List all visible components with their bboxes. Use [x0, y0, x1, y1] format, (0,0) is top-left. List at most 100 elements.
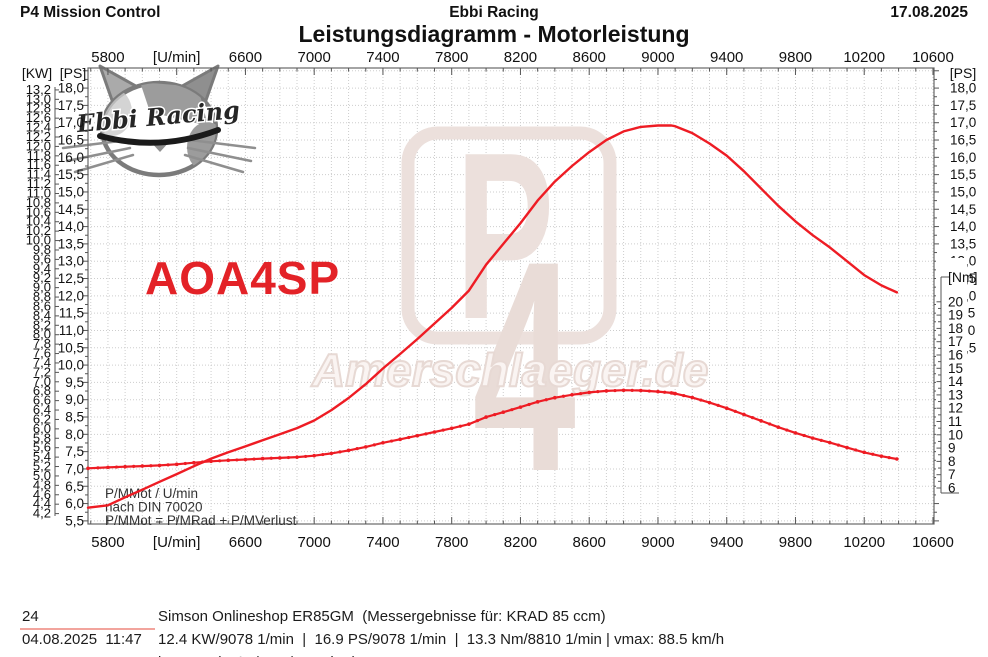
axis-label: 10,2	[26, 223, 51, 238]
axis-label: [U/min]	[153, 534, 201, 551]
watermark-letter-4: 4	[472, 198, 575, 533]
axis-label: 10200	[843, 534, 885, 551]
axis-label: 7,5	[65, 444, 84, 459]
axis-label: 12,6	[26, 110, 51, 125]
axis-label: 9,4	[33, 261, 51, 276]
axis-label: 6,2	[33, 411, 51, 426]
axis-label: 15,0	[58, 184, 84, 199]
axis-label: 9800	[779, 49, 812, 66]
axis-label: 20	[948, 294, 963, 309]
axis-label: nach DIN 70020	[105, 500, 203, 515]
axis-label: 4,2	[33, 506, 51, 521]
axis-label: 5,5	[65, 513, 84, 528]
axis-label: 6,6	[33, 393, 51, 408]
axis-label: 17	[948, 334, 963, 349]
axis-label: 8600	[573, 534, 606, 551]
axis-label: 13,2	[26, 82, 51, 97]
axis-label: 11,0	[27, 185, 51, 200]
axis-label: 5,2	[33, 459, 51, 474]
axis-label: 7,0	[65, 461, 84, 476]
axis-label: 11,6	[27, 157, 51, 172]
axis-label: 9800	[779, 534, 812, 551]
axis-label: 13,0	[58, 254, 84, 269]
axis-label: 6,0	[65, 496, 84, 511]
axis-label: 7400	[366, 534, 399, 551]
axis-label: 6	[948, 481, 956, 496]
axis-label: [PS]	[950, 65, 976, 81]
axis-label: 9,0	[65, 392, 84, 407]
axis-label: 13	[948, 387, 963, 402]
axis-label: 11,5	[59, 306, 84, 321]
measurement-results: 12.4 KW/9078 1/min | 16.9 PS/9078 1/min …	[158, 631, 725, 648]
axis-label: 13,5	[950, 236, 976, 251]
axis-label: 10,0	[58, 358, 84, 373]
axis-label: 8,8	[33, 289, 51, 304]
axis-label: 11,8	[27, 148, 51, 163]
axis-label: 10600	[912, 49, 954, 66]
vehicle-code: AOA4SP	[145, 252, 340, 304]
axis-label: 7000	[298, 534, 331, 551]
axis-label: 14,0	[58, 219, 84, 234]
axis-label: 9400	[710, 49, 743, 66]
axis-label: 9000	[641, 534, 674, 551]
axis-label: 18,0	[950, 81, 976, 96]
axis-label: 8,0	[65, 427, 84, 442]
ebbi-racing-logo: Ebbi Racing	[61, 64, 257, 178]
axis-label: 17,5	[950, 98, 976, 113]
axis-headers: [KW] [PS] [PS]	[22, 65, 976, 81]
x-axis-bottom: 5800 [U/min] 6600 7000 7400 7800 8200 8600 9000 9…	[91, 534, 954, 551]
axis-label: 5,8	[33, 430, 51, 445]
measurement-subject: Simson Onlineshop ER85GM (Messergebnisse…	[158, 608, 606, 625]
axis-label: 5,4	[33, 449, 51, 464]
axis-label: 15	[948, 361, 963, 376]
plot-frame	[83, 67, 939, 525]
axis-label: 7800	[435, 534, 468, 551]
watermark-site: Amerschlaeger.de	[311, 344, 708, 396]
axis-label: 5,6	[33, 440, 51, 455]
axis-label: 19	[948, 308, 963, 323]
axis-label: 14,0	[950, 219, 976, 234]
axis-label: 12,5	[58, 271, 84, 286]
axis-label: 17,5	[58, 98, 84, 113]
axis-label: 16,5	[950, 133, 976, 148]
axis-label: 11,0	[59, 323, 84, 338]
axis-label: 7400	[366, 49, 399, 66]
axis-label: 7,0	[33, 374, 51, 389]
axis-label: 18	[948, 321, 963, 336]
axis-label: 6,0	[33, 421, 51, 436]
axis-label: 18,0	[58, 81, 84, 96]
axis-label: 9,2	[33, 270, 51, 285]
axis-label: 9,8	[33, 242, 51, 257]
logo-banner	[97, 127, 221, 146]
axis-label: 9400	[710, 534, 743, 551]
axis-label: 5800	[91, 49, 124, 66]
axis-label: 9	[948, 441, 956, 456]
axis-label: 13,0	[26, 91, 51, 106]
axis-label: 16,5	[58, 133, 84, 148]
axis-label: 14	[948, 374, 964, 389]
axis-label: 10,8	[26, 195, 51, 210]
axis-label: 15,5	[58, 167, 84, 182]
cat-whiskers	[61, 138, 257, 174]
axis-label: 8200	[504, 534, 537, 551]
axis-label: 8,4	[33, 308, 51, 323]
power-curve	[86, 124, 899, 509]
axis-label: 6600	[229, 534, 262, 551]
axis-label: 10200	[843, 49, 885, 66]
axis-label: 11,4	[27, 167, 51, 182]
axis-label: 9000	[641, 49, 674, 66]
axis-label: 4,4	[33, 496, 51, 511]
axis-label: 9,6	[33, 251, 51, 266]
torque-curve	[86, 388, 899, 471]
axis-label: 10,4	[26, 214, 51, 229]
axis-label: 10600	[912, 534, 954, 551]
axis-label: 6,4	[33, 402, 51, 417]
axis-label: 9,5	[65, 375, 84, 390]
page-number-underline	[20, 628, 155, 630]
axis-label: 12,0	[26, 138, 51, 153]
axis-label: 8600	[573, 49, 606, 66]
app-title: P4 Mission Control	[20, 4, 161, 21]
